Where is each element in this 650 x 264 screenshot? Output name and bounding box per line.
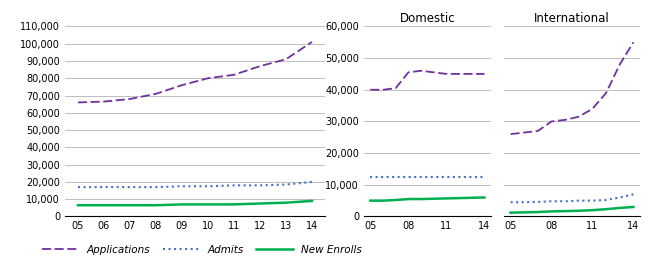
Title: International: International [534, 12, 610, 25]
Legend: Applications, Admits, New Enrolls: Applications, Admits, New Enrolls [38, 241, 366, 259]
Title: Domestic: Domestic [400, 12, 455, 25]
